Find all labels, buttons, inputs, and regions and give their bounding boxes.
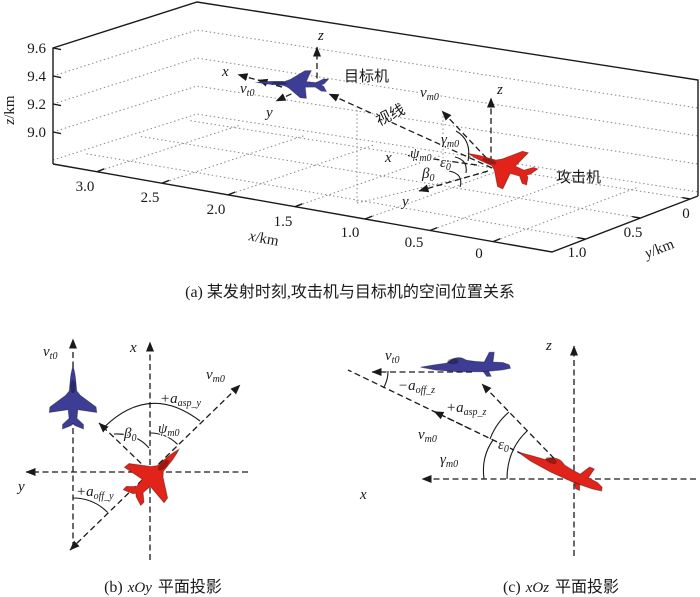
target-name-label: 目标机 bbox=[344, 68, 389, 85]
b-beta-arc bbox=[113, 433, 150, 449]
c-gamma-label: γm0 bbox=[440, 452, 458, 470]
beta-arc bbox=[448, 170, 462, 188]
z-tick-label: 9.6 bbox=[27, 41, 46, 57]
b-target-aircraft bbox=[48, 365, 98, 430]
b-attacker-aircraft bbox=[111, 430, 200, 516]
attacker-aircraft bbox=[454, 134, 546, 196]
y-tick-label: 0.5 bbox=[624, 225, 643, 241]
c-asp-arc bbox=[489, 411, 510, 440]
panel-a-caption: (a) 某发射时刻,攻击机与目标机的空间位置关系 bbox=[185, 283, 515, 301]
b-psi-arc bbox=[149, 432, 178, 445]
z-tick-label: 9.0 bbox=[27, 125, 46, 141]
axes-box bbox=[52, 1, 699, 253]
x-tick-label: 1.0 bbox=[341, 225, 360, 241]
c-target-aircraft bbox=[419, 351, 512, 377]
x-tick-label: 0.5 bbox=[405, 235, 424, 251]
attacker-z-label: z bbox=[496, 82, 503, 98]
b-off-arc bbox=[72, 497, 108, 513]
c-x-label: x bbox=[359, 487, 367, 503]
x-tick-label: 2.5 bbox=[141, 190, 160, 206]
z-tick-label: 9.2 bbox=[27, 97, 46, 113]
c-off-arc bbox=[383, 370, 389, 389]
panel-b-xoy-projection: x y vt0 vm0 β0 ψm0 +aasp_y +aoff_y (b) xO… bbox=[16, 338, 248, 596]
attacker-y-axis-arrow bbox=[418, 170, 489, 193]
z-tick-label: 9.4 bbox=[27, 69, 46, 85]
target-vt0-label: vt0 bbox=[240, 81, 254, 99]
c-vt0-label: vt0 bbox=[385, 348, 399, 366]
line-of-sight bbox=[328, 93, 493, 169]
c-attacker-aircraft bbox=[512, 437, 611, 500]
c-asp-label: +aasp_z bbox=[446, 400, 487, 418]
b-beta-label: β0 bbox=[123, 426, 136, 444]
z-axis-ticks bbox=[52, 47, 62, 135]
b-psi-label: ψm0 bbox=[158, 421, 180, 439]
b-asp-label: +aasp_y bbox=[160, 391, 202, 409]
attacker-vm0-arrow bbox=[441, 110, 494, 166]
x-axis-ticks bbox=[96, 168, 501, 243]
panel-b-caption: (b) xOy 平面投影 bbox=[104, 578, 222, 596]
c-off-label: −aoff_z bbox=[398, 378, 435, 396]
x-tick-label: 2.0 bbox=[207, 202, 226, 218]
y-axis-ticks bbox=[577, 196, 691, 240]
y-tick-label: 0 bbox=[682, 206, 690, 222]
c-eps-label: ε0 bbox=[498, 437, 509, 455]
b-vm0-label: vm0 bbox=[206, 367, 225, 385]
y-tick-label: 1.0 bbox=[568, 245, 587, 261]
gamma-label: γm0 bbox=[441, 132, 459, 150]
y-axis-title: y/km bbox=[641, 236, 677, 263]
los-label: 视线 bbox=[373, 101, 407, 129]
panel-a-3d-plot: 9.6 9.4 9.2 9.0 3.0 2.5 2.0 1.5 1.0 0.5 … bbox=[2, 1, 699, 301]
panel-c-xoz-projection: z x vt0 vm0 −aoff_z +aasp_z ε0 γm0 (c) xO… bbox=[347, 338, 696, 596]
x-tick-label: 0 bbox=[475, 246, 483, 262]
b-vt0-label: vt0 bbox=[43, 344, 57, 362]
b-y-label: y bbox=[16, 479, 25, 495]
target-x-label: x bbox=[221, 64, 229, 80]
c-vm0-label: vm0 bbox=[418, 427, 437, 445]
epsilon-label: ε0 bbox=[440, 155, 451, 173]
b-off-label: +aoff_y bbox=[76, 484, 114, 502]
attacker-name-label: 攻击机 bbox=[556, 169, 601, 186]
c-gamma-arc bbox=[482, 439, 494, 480]
grid-lines bbox=[52, 29, 699, 243]
b-los-arrow bbox=[98, 422, 149, 471]
attacker-x-axis-arrow bbox=[407, 152, 478, 166]
z-axis-title: z/km bbox=[2, 95, 18, 126]
x-tick-label: 1.5 bbox=[274, 214, 293, 230]
target-y-label: y bbox=[264, 105, 273, 121]
c-vm0-arrowhead bbox=[433, 410, 471, 430]
attacker-y-label: y bbox=[400, 194, 409, 210]
c-z-label: z bbox=[545, 338, 552, 354]
beta-label: β0 bbox=[421, 166, 434, 184]
gamma-arc bbox=[455, 130, 470, 162]
x-tick-label: 3.0 bbox=[76, 179, 95, 195]
psi-label: ψm0 bbox=[410, 146, 432, 164]
x-axis-title: x/km bbox=[247, 228, 281, 250]
panel-c-caption: (c) xOz 平面投影 bbox=[503, 578, 619, 596]
c-eps-arc bbox=[506, 430, 528, 480]
attacker-vm0-label: vm0 bbox=[420, 85, 439, 103]
attacker-x-label: x bbox=[384, 150, 392, 166]
b-x-label: x bbox=[129, 340, 137, 356]
b-asp-arc bbox=[104, 402, 201, 428]
epsilon-arc bbox=[454, 156, 467, 174]
target-z-label: z bbox=[317, 28, 324, 44]
